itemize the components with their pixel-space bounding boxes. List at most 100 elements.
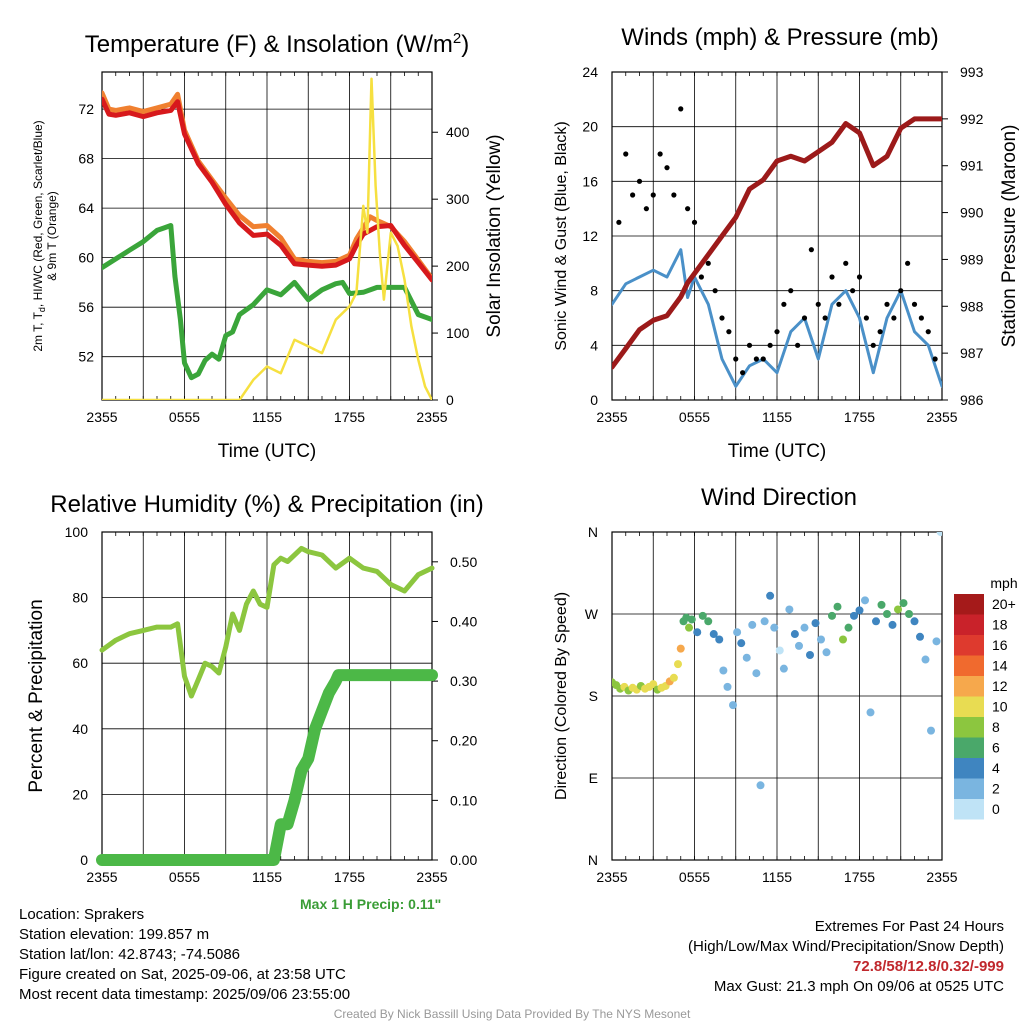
wind-y-tick-label: 12 [582,228,598,244]
wind-y-tick-label: 8 [590,283,598,299]
winddir-point [800,623,809,632]
winddir-point [883,610,891,618]
rh-y-tick-label: 80 [72,590,88,606]
wind-y-tick-label: 0 [590,392,598,408]
winddir-plot-area [612,532,942,790]
extremes-title: Extremes For Past 24 Hours [814,918,1004,935]
gust-point [733,356,739,362]
legend-swatch [954,594,984,615]
winddir-point [693,628,702,637]
rh-x-tick-label: 2355 [86,869,117,885]
winddir-point [806,651,814,659]
temp-x-tick-label: 1155 [252,409,282,425]
rh-y-tick-label: 0 [80,852,88,868]
wind-x-tick-label: 1155 [762,409,792,425]
temp-y-tick-label: 60 [78,250,94,266]
winddir-title: Wind Direction [701,484,857,511]
figure-created: Figure created on Sat, 2025-09-06, at 23… [19,966,346,983]
wind-plot-area [612,106,942,388]
legend-label: 12 [992,678,1008,694]
winddir-point [921,655,930,664]
gust-point [884,301,890,307]
gust-point [795,342,801,348]
gust-point [740,370,746,376]
winddir-y-tick-label: N [588,524,598,540]
legend-label: 14 [992,658,1008,674]
wind-x-tick-label: 2355 [926,409,957,425]
winddir-point [877,600,886,609]
wind-y-right-tick-label: 989 [960,251,984,267]
winddir-point [899,599,908,608]
temp-y-right-tick-label: 200 [446,258,470,274]
rh-y-label: Percent & Precipitation [26,599,47,792]
legend-label: 6 [992,740,1000,756]
temp-y-tick-label: 56 [78,299,94,315]
rh-x-tick-label: 0555 [169,869,200,885]
winddir-point [704,617,713,626]
gust-point [753,356,759,362]
wind-series-pressure [612,116,942,370]
winddir-point [752,669,761,678]
winddir-y-tick-label: W [585,606,599,622]
winddir-point [844,623,853,632]
gust-point [616,219,622,225]
rh-x-tick-label: 1755 [334,869,365,885]
winddir-point [760,617,769,626]
gust-point [836,301,842,307]
gust-point [898,288,904,294]
temp-y-label-sub: d [37,307,47,312]
winddir-point [888,620,897,629]
gust-point [843,260,849,266]
temp-y-right-tick-label: 100 [446,325,470,341]
temp-y-tick-label: 52 [78,349,94,365]
gust-point [911,301,918,307]
winddir-point [790,630,799,639]
legend-swatch [954,614,984,635]
max-gust: Max Gust: 21.3 mph On 09/06 at 0525 UTC [713,978,1004,995]
winddir-y-tick-label: N [588,852,598,868]
winddir-point [936,532,942,536]
winddir-y-tick-label: E [589,770,598,786]
winddir-point [811,619,820,628]
legend-swatch [954,717,984,738]
winddir-point [910,617,919,626]
temp-plot-area [102,77,432,400]
temp-title-sup: 2 [453,30,461,47]
winddir-point [770,623,779,632]
winddir-point [905,610,913,618]
gust-point [877,329,883,335]
legend-swatch [954,635,984,656]
legend-label: 4 [992,760,1000,776]
rh-x-tick-label: 2355 [416,869,447,885]
station-location: Location: Sprakers [19,906,145,923]
winddir-point [676,644,685,653]
legend-label: 2 [992,781,1000,797]
max-precip-label: Max 1 H Precip: 0.11" [300,896,442,912]
temp-y-tick-label: 68 [78,151,94,167]
gust-point [671,192,677,198]
legend-swatch [954,799,984,820]
winddir-point [932,637,941,646]
wind-y-right-label: Station Pressure (Maroon) [999,125,1020,348]
gust-point [781,301,787,307]
winddir-point [779,664,788,673]
temp-x-tick-label: 0555 [169,409,200,425]
gust-point [719,315,725,321]
gust-point [829,274,835,280]
rh-title: Relative Humidity (%) & Precipitation (i… [50,491,483,518]
temp-series-temp [102,96,432,283]
gust-point [891,315,897,321]
temp-title: Temperature (F) & Insolation (W/m2) [85,30,469,58]
gust-point [726,329,732,335]
rh-plot-area [96,545,438,866]
winddir-point [719,666,728,675]
temp-y-label-part: 2m T, T [31,311,45,351]
rh-y-tick-label: 100 [65,524,89,540]
gust-point [657,151,663,157]
legend-label: 18 [992,617,1008,633]
rh-y-right-tick-label: 0.50 [450,554,477,570]
winddir-point [723,682,732,691]
temp-y-right-tick-label: 300 [446,191,470,207]
gust-point [808,247,814,253]
winddir-point [737,639,746,648]
